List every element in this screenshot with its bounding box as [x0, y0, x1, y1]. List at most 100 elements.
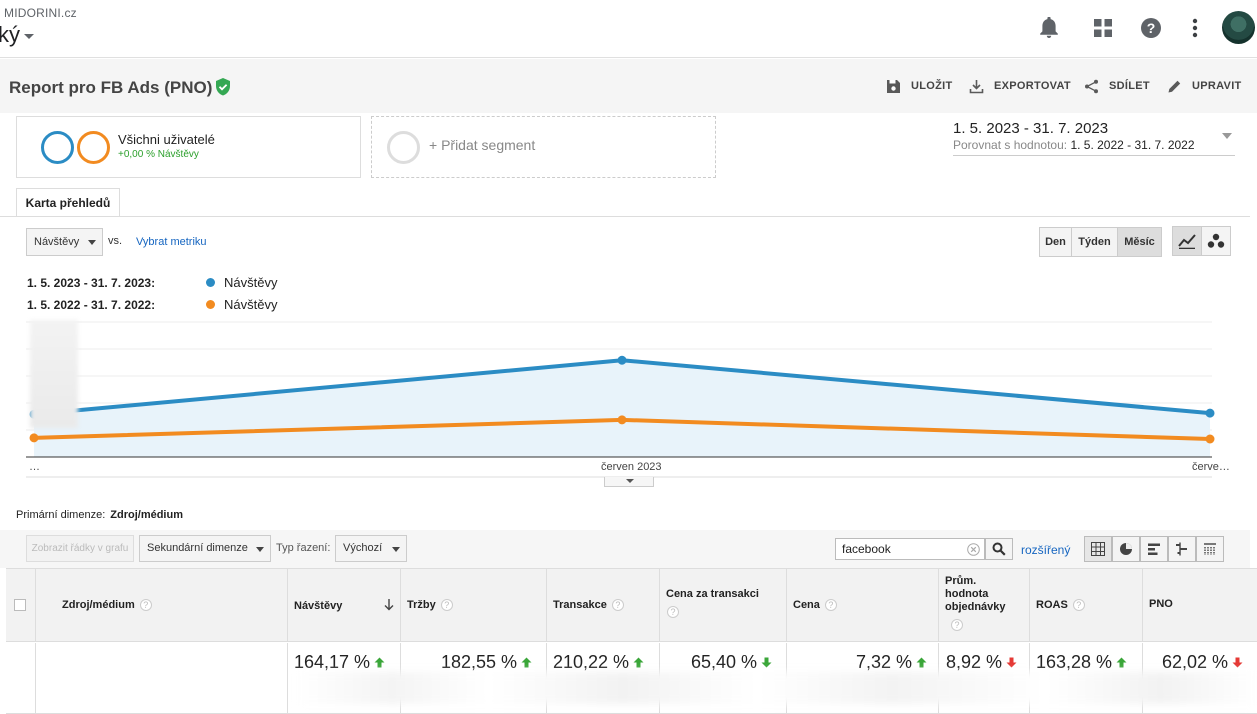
table-view-icon[interactable]	[1084, 536, 1112, 562]
help-icon[interactable]: ?	[611, 599, 624, 611]
change-value: 163,28 %	[1036, 652, 1113, 672]
col-header-label: Prům. hodnota objednávky	[945, 575, 1006, 613]
compare-range-row[interactable]: Porovnat s hodnotou: 1. 5. 2022 - 31. 7.…	[953, 138, 1195, 152]
secondary-dimension-select[interactable]: Sekundární dimenze	[139, 535, 271, 562]
sort-type-select[interactable]: Výchozí	[335, 535, 407, 562]
help-icon[interactable]: ?	[667, 606, 679, 618]
summary-revenue-change: 182,55 %	[441, 652, 532, 673]
col-header-cost[interactable]: Cena?	[786, 568, 938, 642]
more-vert-icon[interactable]	[1181, 14, 1209, 42]
col-header-label: Návštěvy	[294, 600, 343, 612]
data-point-previous[interactable]	[1205, 434, 1215, 444]
data-point-current[interactable]	[617, 355, 627, 365]
table-search-input[interactable]: facebook	[835, 538, 985, 560]
legend-range-previous: 1. 5. 2022 - 31. 7. 2022:	[27, 298, 156, 312]
col-header-label: Transakce	[553, 599, 607, 611]
account-name[interactable]: MIDORINI.cz	[4, 6, 77, 20]
motion-chart-icon[interactable]	[1201, 226, 1231, 256]
data-point-previous[interactable]	[29, 433, 39, 443]
select-all-checkbox[interactable]	[14, 599, 26, 611]
apps-grid-icon[interactable]	[1089, 14, 1117, 42]
change-value: 7,32 %	[856, 652, 913, 672]
advanced-filter-link[interactable]: rozšířený	[1021, 543, 1071, 557]
chart-collapse-handle[interactable]	[604, 477, 654, 487]
line-chart-icon[interactable]	[1172, 226, 1202, 256]
avatar[interactable]	[1222, 11, 1255, 44]
chevron-down-icon	[256, 547, 264, 552]
view-name: ký	[0, 22, 20, 47]
granularity-month-button[interactable]: Měsíc	[1117, 227, 1162, 257]
pivot-view-icon[interactable]	[1196, 536, 1224, 562]
comparison-view-icon[interactable]	[1168, 536, 1196, 562]
save-button[interactable]: ULOŽIT	[886, 77, 953, 95]
tab-divider	[0, 216, 1250, 217]
trend-down-icon	[1232, 652, 1243, 673]
help-icon[interactable]: ?	[139, 599, 152, 611]
granularity-week-button[interactable]: Týden	[1071, 227, 1118, 257]
col-header-transactions[interactable]: Transakce?	[546, 568, 659, 642]
col-header-label: Tržby	[407, 599, 436, 611]
help-icon[interactable]: ?	[824, 599, 837, 611]
primary-dimension-row: Primární dimenze: Zdroj/médium	[16, 509, 183, 521]
bar-view-icon[interactable]	[1140, 536, 1168, 562]
help-icon[interactable]: ?	[1072, 599, 1085, 611]
report-title: Report pro FB Ads (PNO)	[9, 78, 213, 97]
x-tick-label: červen 2023	[601, 461, 662, 473]
metric-select[interactable]: Návštěvy	[26, 228, 103, 256]
edit-button[interactable]: UPRAVIT	[1167, 77, 1242, 95]
sort-desc-arrow-icon	[384, 599, 394, 611]
summary-avg-order-change: 8,92 %	[946, 652, 1017, 673]
help-icon[interactable]: ?	[951, 619, 963, 631]
help-icon[interactable]: ?	[1137, 14, 1165, 42]
trend-up-icon	[916, 652, 927, 673]
export-button[interactable]: EXPORTOVAT	[969, 77, 1071, 95]
trend-up-icon	[374, 652, 385, 673]
summary-roas-change: 163,28 %	[1036, 652, 1127, 673]
share-button[interactable]: SDÍLET	[1084, 77, 1150, 95]
vs-label: vs.	[108, 235, 123, 247]
data-point-previous[interactable]	[617, 415, 627, 425]
data-point-current[interactable]	[1205, 408, 1215, 418]
col-header-revenue[interactable]: Tržby?	[400, 568, 546, 642]
col-header-pno[interactable]: PNO	[1142, 568, 1257, 642]
granularity-day-button[interactable]: Den	[1039, 227, 1072, 257]
table-cell-source	[35, 643, 287, 714]
save-label: ULOŽIT	[911, 80, 953, 92]
col-header-source[interactable]: Zdroj/médium?	[35, 568, 287, 642]
x-tick-label: červe…	[1192, 461, 1230, 473]
search-value: facebook	[842, 542, 891, 556]
table-header	[6, 568, 1257, 642]
chevron-down-icon	[88, 240, 96, 245]
search-icon	[992, 542, 1006, 556]
legend-dot-current	[206, 278, 215, 287]
verified-shield-icon	[215, 78, 231, 101]
summary-cost-per-transaction-change: 65,40 %	[691, 652, 772, 673]
primary-dimension-value[interactable]: Zdroj/médium	[110, 509, 183, 521]
col-header-avg-order[interactable]: Prům. hodnota objednávky ?	[938, 568, 1029, 642]
trend-down-icon	[1006, 652, 1017, 673]
select-metric-link[interactable]: Vybrat metriku	[136, 236, 207, 248]
date-dropdown-icon[interactable]	[1222, 133, 1232, 139]
change-value: 210,22 %	[553, 652, 630, 672]
clear-icon[interactable]	[967, 543, 980, 556]
legend-label-previous: Návštěvy	[224, 297, 278, 312]
tab-explorer[interactable]: Karta přehledů	[16, 188, 120, 217]
view-selector[interactable]: ký	[0, 22, 34, 48]
add-segment-button[interactable]: + Přidat segment	[371, 116, 716, 178]
segment-card[interactable]: Všichni uživatelé +0,00 % Návštěvy	[16, 116, 361, 178]
search-button[interactable]	[985, 538, 1013, 560]
col-header-visits[interactable]: Návštěvy	[287, 568, 400, 642]
bell-icon[interactable]	[1035, 14, 1063, 42]
compare-range: 1. 5. 2022 - 31. 7. 2022	[1070, 138, 1195, 152]
legend-range-current: 1. 5. 2023 - 31. 7. 2023:	[27, 276, 156, 290]
summary-cost-change: 7,32 %	[856, 652, 927, 673]
download-icon	[969, 79, 984, 93]
segment-change: +0,00 % Návštěvy	[118, 149, 199, 160]
date-range[interactable]: 1. 5. 2023 - 31. 7. 2023	[953, 120, 1109, 137]
col-header-cost-per-transaction[interactable]: Cena za transakci ?	[659, 568, 786, 642]
pie-view-icon[interactable]	[1112, 536, 1140, 562]
summary-transactions-change: 210,22 %	[553, 652, 644, 673]
col-header-roas[interactable]: ROAS?	[1029, 568, 1142, 642]
plot-rows-button[interactable]: Zobrazit řádky v grafu	[26, 535, 134, 562]
help-icon[interactable]: ?	[440, 599, 453, 611]
